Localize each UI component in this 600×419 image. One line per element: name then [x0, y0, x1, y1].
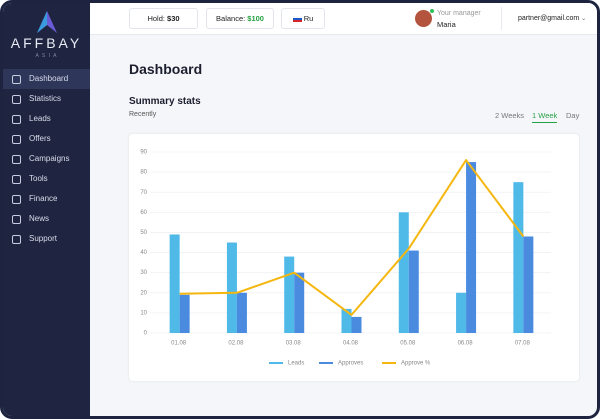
y-tick-label: 40: [140, 250, 147, 256]
hold-box: Hold: $30: [129, 8, 198, 29]
menu-label: Campaigns: [29, 154, 70, 163]
menu-label: Tools: [29, 174, 48, 183]
menu-item[interactable]: Statistics: [3, 89, 90, 109]
y-tick-label: 60: [140, 210, 147, 216]
bar: [456, 292, 467, 333]
menu-item[interactable]: Offers: [3, 129, 90, 149]
x-tick-label: 05.08: [400, 341, 416, 347]
balance-box: Balance: $100: [206, 8, 274, 29]
section-subtitle: Recently: [129, 111, 157, 118]
bar: [523, 236, 534, 333]
menu-item[interactable]: News: [3, 209, 90, 229]
legend-label: Approve %: [401, 361, 431, 367]
tab-active[interactable]: 1 Week: [532, 111, 558, 123]
menu-icon: [12, 115, 21, 124]
bar: [398, 212, 409, 333]
menu-icon: [12, 235, 21, 244]
bar: [169, 234, 180, 333]
avatar: [415, 10, 432, 27]
bar: [351, 316, 362, 333]
separator: [501, 7, 502, 30]
language: Ru: [303, 14, 314, 23]
menu-label: Finance: [29, 194, 58, 203]
manager-label: Your manager: [437, 10, 481, 17]
logo-icon: [37, 11, 57, 33]
hold-value: $30: [167, 14, 180, 23]
y-tick-label: 0: [144, 331, 148, 337]
menu-item[interactable]: Leads: [3, 109, 90, 129]
menu-item[interactable]: Finance: [3, 189, 90, 209]
legend-label: Leads: [288, 361, 304, 367]
menu-icon: [12, 95, 21, 104]
online-dot: [430, 9, 434, 13]
menu-label: News: [29, 214, 50, 223]
menu-icon: [12, 75, 21, 84]
bar: [466, 162, 477, 333]
menu-item[interactable]: Dashboard: [3, 69, 90, 89]
x-tick-label: 04.08: [343, 341, 359, 347]
tab[interactable]: Day: [566, 111, 580, 120]
logo: AFFBAY: [10, 35, 83, 51]
menu-icon: [12, 175, 21, 184]
bar: [294, 272, 305, 333]
menu-label: Statistics: [29, 94, 62, 103]
sidebar: AFFBAY A S I A Dashboard Statistics Leads O…: [3, 3, 90, 416]
menu-label: Offers: [29, 134, 51, 143]
y-tick-label: 20: [140, 290, 147, 296]
menu-label: Dashboard: [29, 74, 69, 83]
chart: 0 10 20 30 40 50 60 70 80 90 01.08 02.08 03.08 04.08 0…: [140, 150, 551, 367]
bar: [226, 242, 237, 333]
y-tick-label: 30: [140, 270, 147, 276]
menu-icon: [12, 195, 21, 204]
email: partner@gmail.com: [518, 15, 580, 22]
menu-item[interactable]: Support: [3, 229, 90, 249]
bar: [236, 292, 247, 333]
bar: [513, 182, 524, 333]
bar: [284, 256, 295, 333]
y-tick-label: 80: [140, 170, 147, 176]
balance-value: $100: [247, 14, 264, 23]
flag: [292, 15, 302, 23]
bar: [408, 250, 419, 333]
menu-item[interactable]: Campaigns: [3, 149, 90, 169]
chevron: ⌄: [581, 16, 587, 22]
y-tick-label: 90: [140, 150, 147, 156]
x-tick-label: 02.08: [228, 341, 244, 347]
menu-item[interactable]: Tools: [3, 169, 90, 189]
y-tick-label: 50: [140, 230, 147, 236]
section-title: Summary stats: [129, 96, 201, 107]
y-tick-label: 10: [140, 310, 147, 316]
legend-label: Approves: [338, 361, 363, 367]
menu-icon: [12, 155, 21, 164]
chart-card: 0 10 20 30 40 50 60 70 80 90 01.08 02.08 03.08 04.08 0…: [129, 134, 579, 381]
tab[interactable]: 2 Weeks: [495, 111, 525, 120]
language-select[interactable]: Ru: [281, 8, 325, 29]
menu-label: Support: [29, 234, 58, 243]
balance-label: Balance:: [216, 14, 246, 23]
y-tick-label: 70: [140, 190, 147, 196]
manager-name: Maria: [437, 20, 456, 29]
x-tick-label: 07.08: [515, 341, 531, 347]
content: Dashboard Summary stats Recently 2 Weeks…: [90, 35, 597, 416]
x-tick-label: 03.08: [286, 341, 302, 347]
hold-label: Hold:: [147, 14, 165, 23]
line: [179, 159, 525, 316]
menu-icon: [12, 135, 21, 144]
x-tick-label: 06.08: [458, 341, 474, 347]
bar: [341, 308, 352, 333]
header: Hold: $30 Balance: $100 Ru Your manager …: [90, 3, 597, 35]
x-tick-label: 01.08: [171, 341, 187, 347]
menu-icon: [12, 215, 21, 224]
menu-label: Leads: [29, 114, 51, 123]
page-title: Dashboard: [129, 61, 203, 77]
email-menu[interactable]: partner@gmail.com ⌄: [518, 15, 586, 22]
bar: [179, 294, 190, 333]
logo-sub: A S I A: [35, 53, 58, 59]
